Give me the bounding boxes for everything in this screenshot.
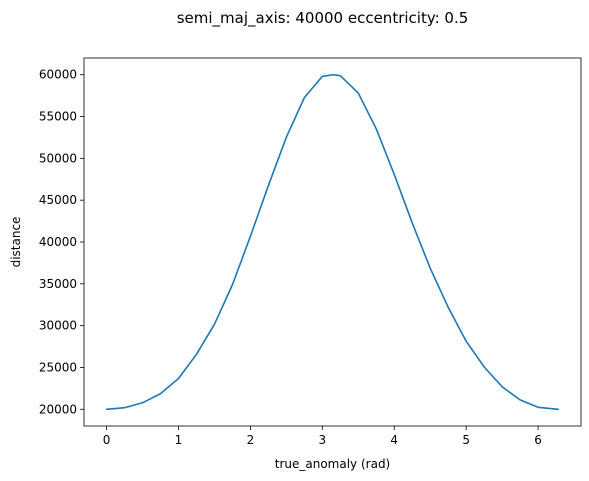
y-tick-label: 35000 <box>39 277 77 291</box>
x-tick-label: 0 <box>103 433 111 447</box>
plot-area-frame <box>83 57 582 427</box>
y-tick-label: 50000 <box>39 151 77 165</box>
x-tick-label: 5 <box>462 433 470 447</box>
x-tick-label: 6 <box>534 433 542 447</box>
y-tick-label: 55000 <box>39 110 77 124</box>
y-tick-label: 25000 <box>39 360 77 374</box>
x-tick-label: 2 <box>247 433 255 447</box>
y-axis-label: distance <box>9 217 23 268</box>
series-line <box>105 73 559 411</box>
chart-title: semi_maj_axis: 40000 eccentricity: 0.5 <box>177 9 469 28</box>
y-axis-ticks: 20000 25000 30000 35000 40000 45000 50000 55000… <box>39 68 84 416</box>
y-tick-label: 40000 <box>39 235 77 249</box>
x-axis-label: true_anomaly (rad) <box>275 457 391 471</box>
y-tick-label: 60000 <box>39 68 77 82</box>
y-tick-label: 20000 <box>39 402 77 416</box>
y-tick-label: 30000 <box>39 319 77 333</box>
x-tick-label: 1 <box>175 433 183 447</box>
x-axis-ticks: 0 1 2 3 4 5 6 <box>103 426 542 447</box>
x-tick-label: 4 <box>390 433 398 447</box>
y-tick-label: 45000 <box>39 193 77 207</box>
x-tick-label: 3 <box>319 433 327 447</box>
